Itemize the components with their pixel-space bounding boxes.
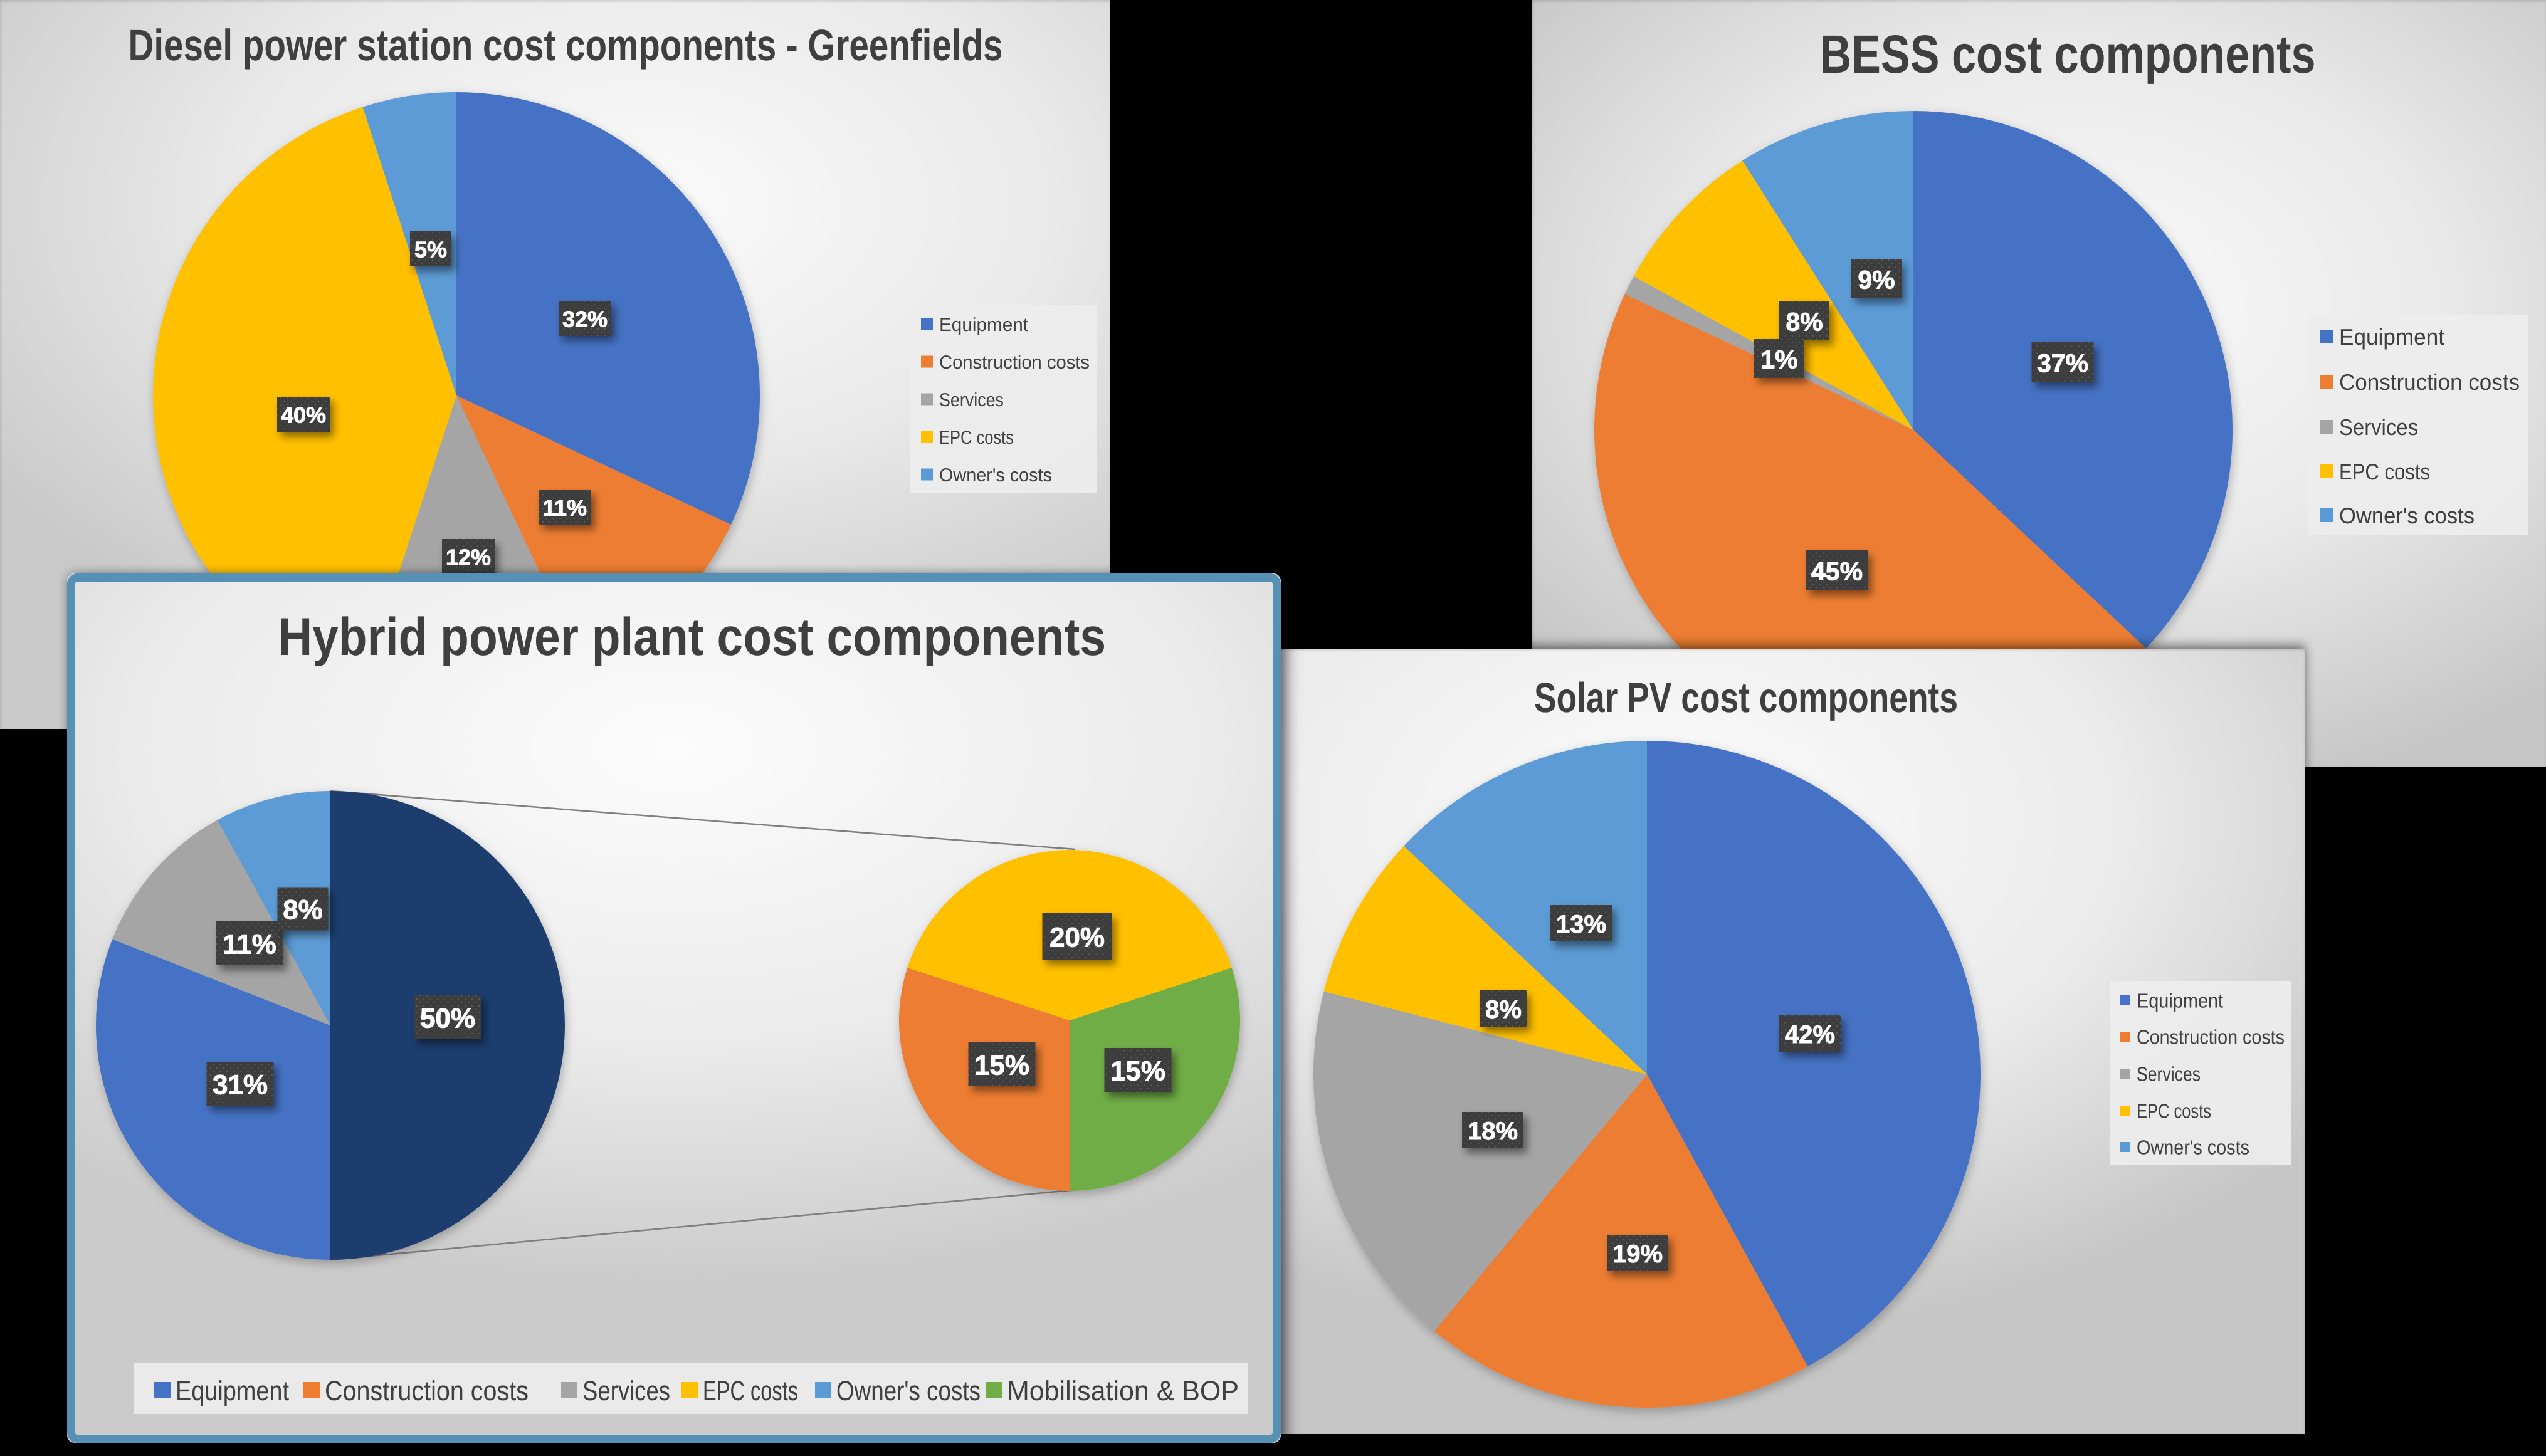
svg-text:EPC costs: EPC costs [703,1376,798,1406]
svg-text:11%: 11% [543,495,587,521]
svg-text:Construction costs: Construction costs [2339,369,2520,395]
svg-text:1%: 1% [1760,345,1797,374]
svg-text:Owner's costs: Owner's costs [2339,503,2475,528]
svg-text:20%: 20% [1049,923,1105,953]
svg-text:BESS cost components: BESS cost components [1820,24,2316,85]
svg-text:Equipment: Equipment [176,1376,289,1406]
svg-text:50%: 50% [420,1003,475,1034]
svg-text:EPC costs: EPC costs [2137,1100,2211,1123]
svg-text:Diesel power station cost comp: Diesel power station cost components - G… [129,21,1003,70]
svg-text:42%: 42% [1785,1021,1835,1049]
svg-text:11%: 11% [223,930,276,960]
svg-text:Construction costs: Construction costs [939,352,1090,373]
svg-text:9%: 9% [1858,265,1895,294]
svg-text:32%: 32% [562,306,608,332]
svg-text:5%: 5% [414,237,447,263]
svg-text:18%: 18% [1468,1118,1518,1145]
svg-text:15%: 15% [1110,1056,1165,1087]
svg-text:37%: 37% [2037,348,2088,377]
svg-text:8%: 8% [1485,996,1522,1024]
svg-text:12%: 12% [446,545,491,570]
svg-text:Equipment: Equipment [939,315,1029,335]
svg-text:Services: Services [939,390,1004,411]
svg-text:Owner's costs: Owner's costs [939,465,1052,486]
svg-text:8%: 8% [283,895,323,926]
svg-text:15%: 15% [974,1050,1029,1081]
svg-text:13%: 13% [1556,911,1606,938]
svg-text:EPC costs: EPC costs [939,427,1014,448]
svg-text:Services: Services [2339,414,2418,440]
svg-text:Construction costs: Construction costs [2137,1026,2285,1049]
svg-text:40%: 40% [281,402,326,428]
svg-text:Services: Services [582,1376,670,1406]
svg-text:EPC costs: EPC costs [2339,459,2430,484]
svg-text:Solar PV cost components: Solar PV cost components [1534,674,1958,721]
svg-text:Mobilisation & BOP: Mobilisation & BOP [1007,1376,1239,1406]
svg-text:Equipment: Equipment [2137,990,2223,1012]
svg-text:Equipment: Equipment [2339,324,2444,350]
svg-text:Owner's costs: Owner's costs [2137,1136,2249,1159]
svg-text:Construction costs: Construction costs [325,1376,529,1406]
svg-text:45%: 45% [1811,557,1863,585]
svg-text:Services: Services [2137,1063,2201,1086]
svg-text:8%: 8% [1786,307,1823,336]
svg-text:Owner's costs: Owner's costs [836,1376,981,1406]
svg-text:31%: 31% [213,1070,268,1101]
svg-text:19%: 19% [1612,1240,1663,1268]
svg-text:Hybrid power plant cost compon: Hybrid power plant cost components [278,607,1106,667]
